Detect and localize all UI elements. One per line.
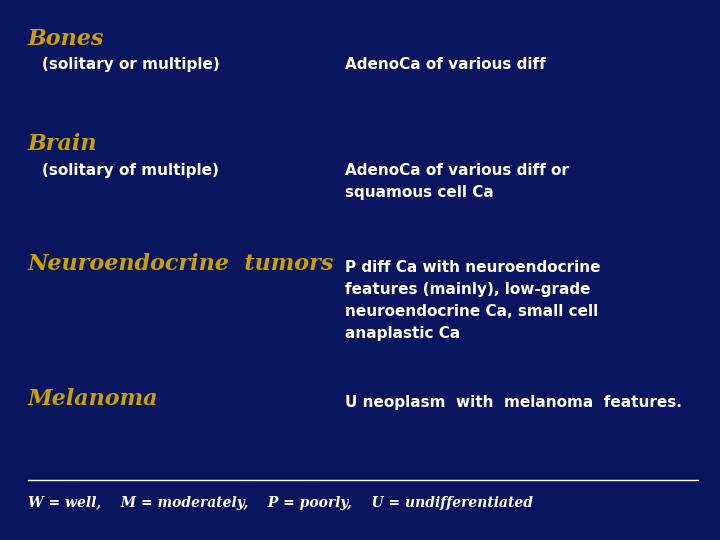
Text: neuroendocrine Ca, small cell: neuroendocrine Ca, small cell <box>345 304 598 319</box>
Text: features (mainly), low-grade: features (mainly), low-grade <box>345 282 590 297</box>
Text: anaplastic Ca: anaplastic Ca <box>345 326 460 341</box>
Text: Melanoma: Melanoma <box>28 388 158 410</box>
Text: P diff Ca with neuroendocrine: P diff Ca with neuroendocrine <box>345 260 600 275</box>
Text: U neoplasm  with  melanoma  features.: U neoplasm with melanoma features. <box>345 395 682 410</box>
Text: (solitary of multiple): (solitary of multiple) <box>42 163 219 178</box>
Text: Brain: Brain <box>28 133 97 155</box>
Text: Neuroendocrine  tumors: Neuroendocrine tumors <box>28 253 334 275</box>
Text: (solitary or multiple): (solitary or multiple) <box>42 57 220 72</box>
Text: Bones: Bones <box>28 28 104 50</box>
Text: AdenoCa of various diff: AdenoCa of various diff <box>345 57 546 72</box>
Text: AdenoCa of various diff or: AdenoCa of various diff or <box>345 163 569 178</box>
Text: W = well,    M = moderately,    P = poorly,    U = undifferentiated: W = well, M = moderately, P = poorly, U … <box>28 496 533 510</box>
Text: squamous cell Ca: squamous cell Ca <box>345 185 494 200</box>
